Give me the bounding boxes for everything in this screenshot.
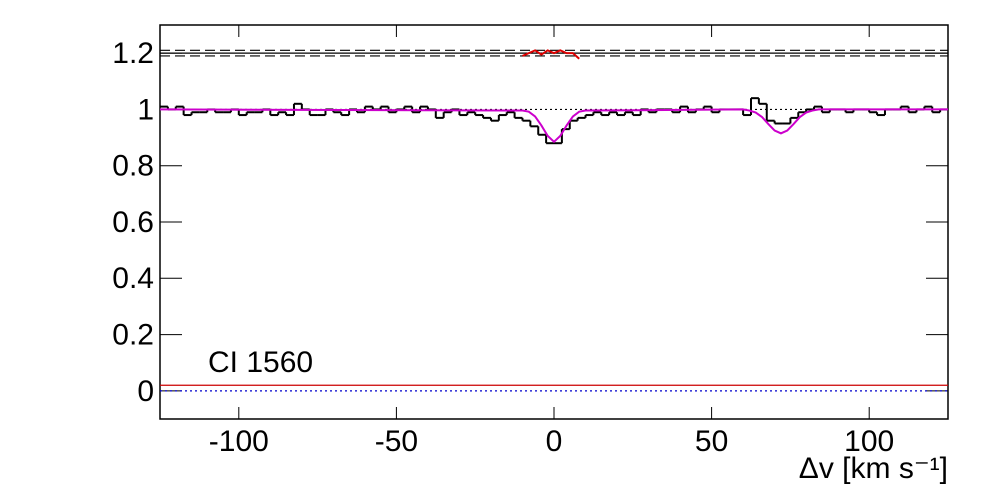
y-tick-label: 1.2 <box>112 37 154 70</box>
x-tick-label: 0 <box>546 425 563 458</box>
residual-line <box>522 49 580 60</box>
y-tick-label: 0.4 <box>112 262 154 295</box>
x-tick-label: -100 <box>209 425 269 458</box>
y-tick-label: 0.8 <box>112 150 154 183</box>
x-axis-label: Δv [km s⁻¹] <box>799 452 948 485</box>
y-tick-label: 0 <box>137 375 154 408</box>
y-tick-label: 1 <box>137 93 154 126</box>
model-line <box>159 108 948 144</box>
x-tick-label: 100 <box>844 425 894 458</box>
y-tick-label: 0.6 <box>112 206 154 239</box>
annotation: CI 1560 <box>208 346 313 379</box>
x-tick-label: 50 <box>695 425 728 458</box>
y-tick-label: 0.2 <box>112 318 154 351</box>
x-tick-label: -50 <box>375 425 418 458</box>
